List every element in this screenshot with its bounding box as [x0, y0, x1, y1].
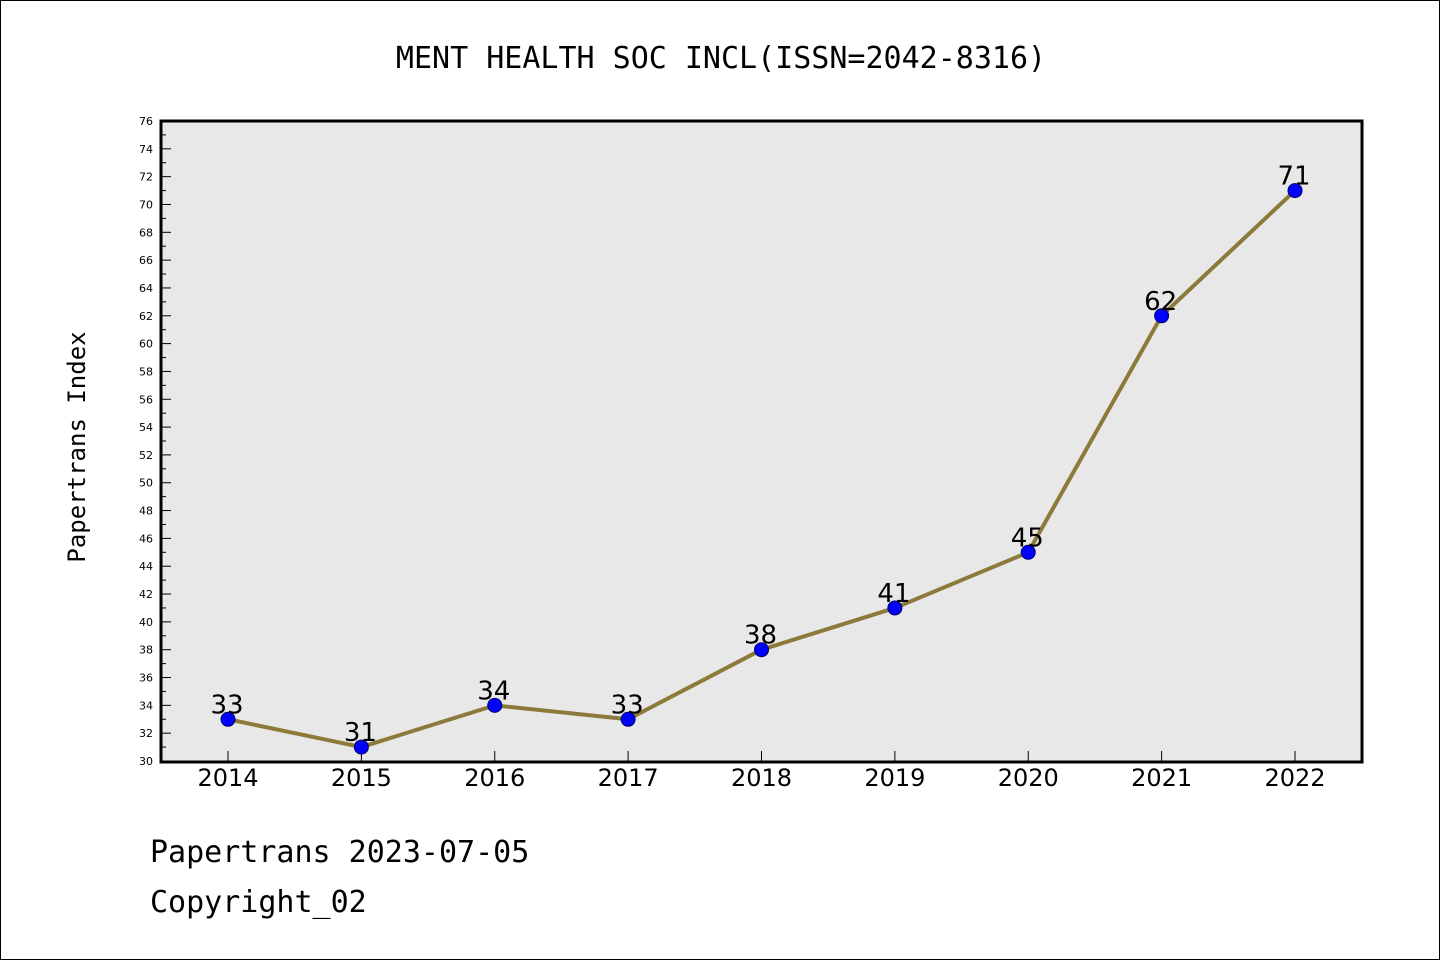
y-tick-label: 72 — [139, 171, 153, 184]
y-tick-label: 34 — [139, 699, 153, 712]
x-tick-label: 2021 — [1131, 764, 1192, 792]
y-tick-label: 56 — [139, 393, 153, 406]
y-tick-label: 70 — [139, 198, 153, 211]
data-label: 62 — [1144, 287, 1177, 317]
data-point — [754, 642, 769, 658]
y-tick-label: 46 — [139, 532, 153, 545]
x-tick-label: 2017 — [598, 764, 659, 792]
x-tick-label: 2018 — [731, 764, 792, 792]
data-point — [1020, 544, 1036, 560]
y-axis-ticks: 30 32 34 36 38 40 42 44 46 48 50 52 54 56 58 60 62 64 66 68… — [139, 115, 171, 768]
x-tick-label: 2020 — [998, 764, 1059, 792]
y-tick-label: 48 — [139, 505, 153, 518]
y-tick-label: 36 — [139, 672, 153, 685]
data-point — [620, 711, 636, 727]
y-tick-label: 76 — [139, 115, 153, 128]
y-tick-label: 68 — [139, 226, 153, 239]
data-label: 33 — [611, 690, 644, 720]
y-tick-label: 42 — [139, 588, 153, 601]
y-tick-label: 60 — [139, 338, 153, 351]
data-label: 34 — [477, 676, 510, 706]
x-tick-label: 2019 — [864, 764, 925, 792]
y-tick-label: 66 — [139, 254, 153, 267]
data-label: 41 — [877, 579, 910, 609]
x-tick-label: 2022 — [1264, 764, 1325, 792]
y-tick-label: 74 — [139, 143, 153, 156]
plot-area — [159, 119, 1364, 764]
y-tick-label: 40 — [139, 616, 153, 629]
data-point — [887, 600, 903, 616]
y-tick-label: 54 — [139, 421, 153, 434]
data-label: 33 — [210, 690, 243, 720]
y-tick-label: 30 — [139, 755, 153, 768]
x-tick-label: 2014 — [197, 764, 258, 792]
y-tick-label: 52 — [139, 449, 153, 462]
data-label: 31 — [344, 718, 377, 748]
data-label: 45 — [1011, 523, 1044, 553]
data-label: 38 — [744, 621, 777, 651]
y-tick-label: 64 — [139, 282, 153, 295]
y-tick-label: 62 — [139, 310, 153, 323]
data-point — [220, 711, 236, 727]
y-tick-label: 32 — [139, 727, 153, 740]
y-tick-label: 38 — [139, 644, 153, 657]
y-axis-label: Papertrans Index — [63, 331, 91, 562]
data-point — [1287, 183, 1303, 199]
data-point — [487, 697, 503, 713]
footer-date-text: Papertrans 2023-07-05 — [150, 835, 530, 870]
footer-copyright-text: Copyright_02 — [150, 885, 367, 920]
data-labels: 33 31 34 33 38 41 45 62 71 — [210, 162, 1310, 749]
data-point — [1154, 308, 1170, 324]
x-tick-label: 2015 — [331, 764, 392, 792]
chart-title: MENT HEALTH SOC INCL(ISSN=2042-8316) — [396, 41, 1046, 76]
y-tick-label: 58 — [139, 365, 153, 378]
data-markers — [220, 183, 1303, 755]
x-tick-label: 2016 — [464, 764, 525, 792]
data-point — [353, 739, 369, 755]
y-tick-label: 50 — [139, 477, 153, 490]
x-axis-ticks: 2014 2015 2016 2017 2018 2019 2020 2021 2022 — [197, 751, 1326, 792]
data-label: 71 — [1277, 162, 1310, 192]
y-tick-label: 44 — [139, 560, 153, 573]
